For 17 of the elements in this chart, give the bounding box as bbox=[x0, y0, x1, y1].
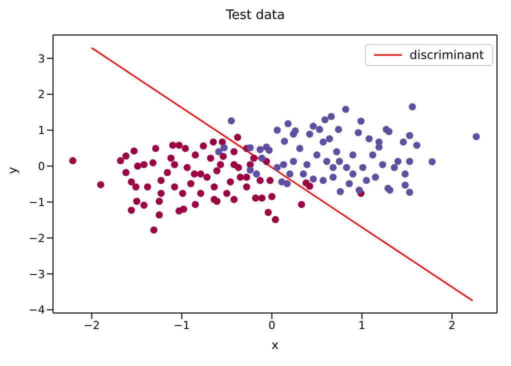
x-tick-label: 0 bbox=[268, 318, 276, 332]
y-tick-label: 0 bbox=[38, 160, 45, 174]
x-axis-title: x bbox=[271, 338, 279, 352]
x-tick-label: −2 bbox=[84, 318, 100, 332]
y-tick-label: 2 bbox=[38, 88, 45, 102]
chart-title: Test data bbox=[224, 8, 286, 25]
y-tick-label: 3 bbox=[38, 52, 45, 66]
y-tick-label: 1 bbox=[38, 124, 45, 138]
y-tick-label: −3 bbox=[28, 268, 45, 281]
x-tick-label: 2 bbox=[448, 318, 456, 332]
x-tick-label: 1 bbox=[358, 318, 366, 332]
legend-label: discriminant bbox=[410, 48, 484, 62]
y-tick-label: −2 bbox=[28, 232, 45, 245]
x-tick-label: −1 bbox=[174, 318, 190, 332]
y-tick-label: −1 bbox=[28, 196, 45, 209]
y-tick-label: −4 bbox=[28, 304, 45, 317]
y-axis-title: y bbox=[5, 166, 20, 174]
